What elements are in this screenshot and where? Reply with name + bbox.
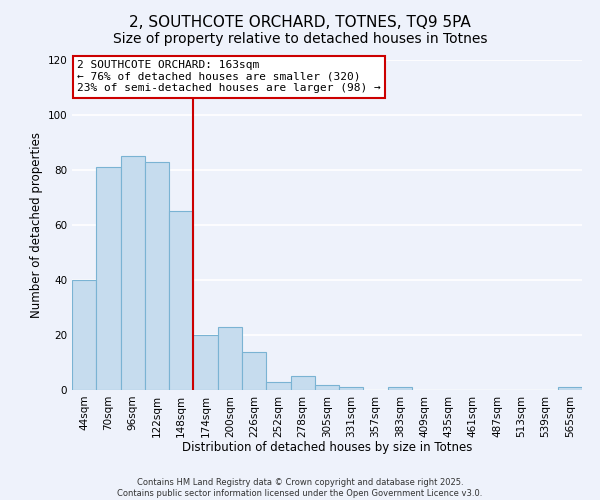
Text: Size of property relative to detached houses in Totnes: Size of property relative to detached ho… xyxy=(113,32,487,46)
Bar xyxy=(290,376,315,390)
Bar xyxy=(388,387,412,390)
Bar xyxy=(218,327,242,390)
Bar xyxy=(558,387,582,390)
Bar xyxy=(193,335,218,390)
Bar xyxy=(315,384,339,390)
Text: Contains HM Land Registry data © Crown copyright and database right 2025.
Contai: Contains HM Land Registry data © Crown c… xyxy=(118,478,482,498)
Bar xyxy=(121,156,145,390)
Text: 2 SOUTHCOTE ORCHARD: 163sqm
← 76% of detached houses are smaller (320)
23% of se: 2 SOUTHCOTE ORCHARD: 163sqm ← 76% of det… xyxy=(77,60,381,93)
Y-axis label: Number of detached properties: Number of detached properties xyxy=(30,132,43,318)
Bar xyxy=(96,167,121,390)
Bar xyxy=(266,382,290,390)
X-axis label: Distribution of detached houses by size in Totnes: Distribution of detached houses by size … xyxy=(182,441,472,454)
Bar xyxy=(242,352,266,390)
Bar xyxy=(145,162,169,390)
Bar xyxy=(339,387,364,390)
Text: 2, SOUTHCOTE ORCHARD, TOTNES, TQ9 5PA: 2, SOUTHCOTE ORCHARD, TOTNES, TQ9 5PA xyxy=(129,15,471,30)
Bar xyxy=(72,280,96,390)
Bar xyxy=(169,211,193,390)
